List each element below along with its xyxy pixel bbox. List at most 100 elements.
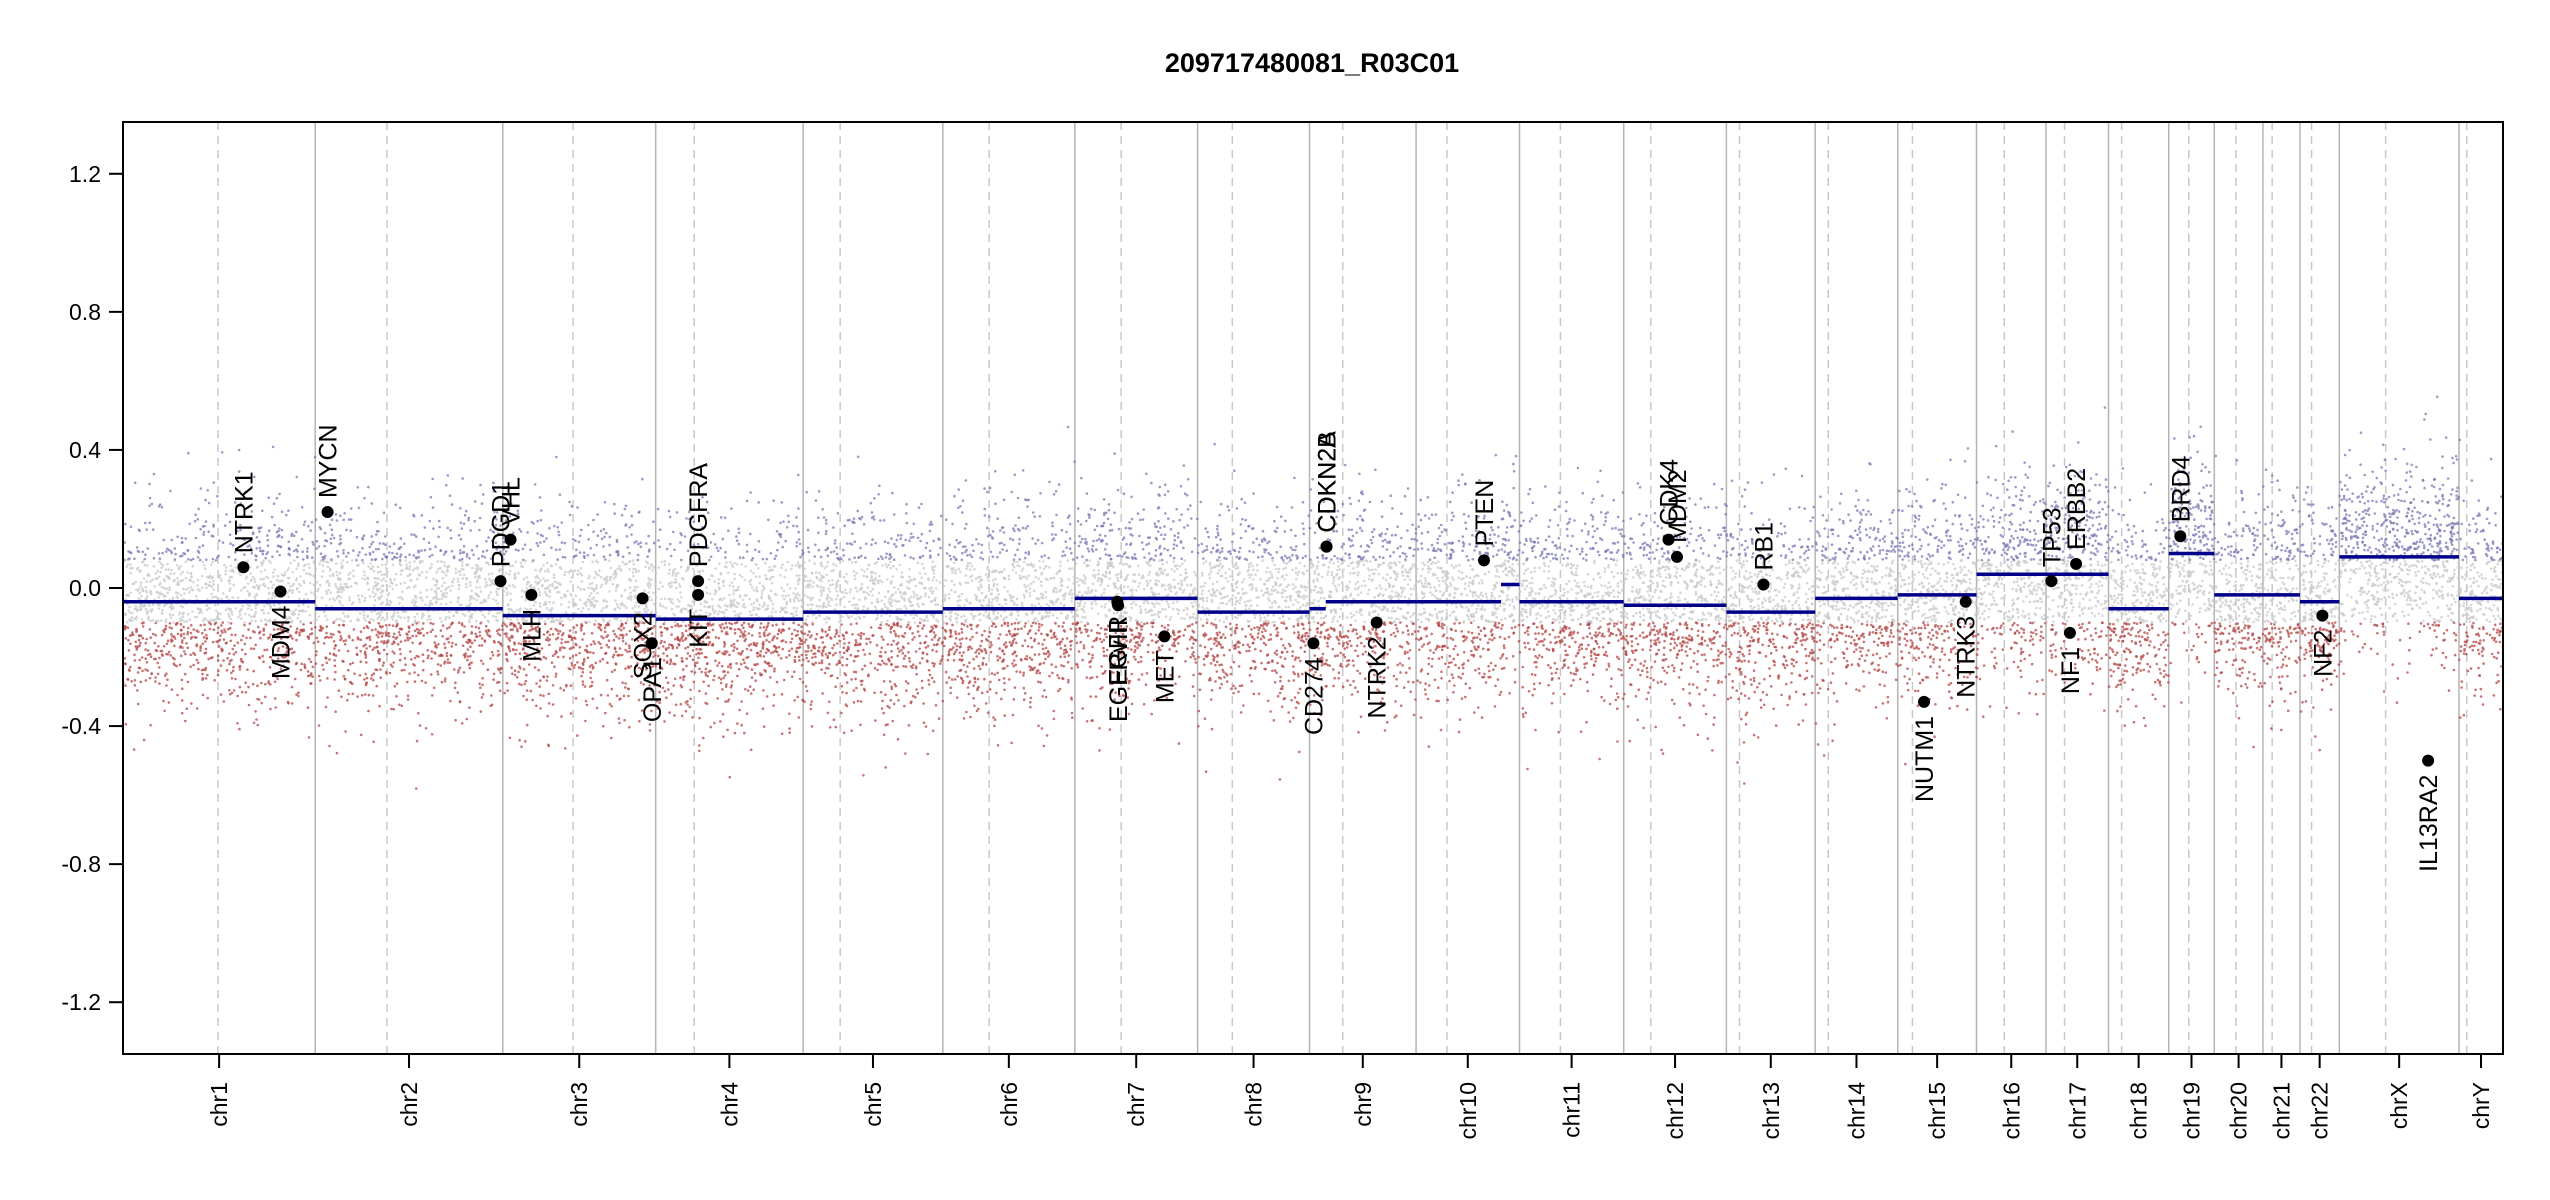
probe-point [538,594,541,597]
probe-point [379,668,382,671]
probe-point [160,612,164,615]
probe-point [148,628,152,631]
probe-point [135,588,138,591]
probe-point [202,564,206,567]
probe-point [558,630,562,633]
probe-point [193,615,197,619]
probe-point [924,646,928,649]
probe-point [476,575,480,578]
probe-point [162,645,166,648]
probe-point [397,615,400,618]
probe-point [630,514,633,518]
probe-point [777,653,780,657]
probe-point [154,577,158,580]
probe-point [327,584,331,587]
probe-point [347,573,350,576]
probe-point [721,688,724,691]
probe-point [793,628,796,632]
probe-point [658,528,662,531]
probe-point [356,617,360,620]
probe-point [439,629,443,632]
probe-point [842,731,846,735]
probe-point [897,650,901,653]
probe-point [136,689,139,692]
probe-point [729,666,733,669]
probe-point [929,520,933,524]
probe-point [909,604,913,608]
probe-point [444,588,447,592]
probe-point [338,599,341,603]
probe-point [630,523,634,527]
probe-point [637,605,641,608]
probe-point [714,610,717,613]
probe-point [474,632,478,636]
probe-point [465,585,468,589]
probe-point [811,622,815,626]
probe-point [542,577,545,580]
probe-point [647,576,650,580]
probe-point [668,711,671,714]
probe-point [931,560,935,563]
probe-point [224,572,227,576]
probe-point [130,680,133,683]
probe-point [436,567,440,571]
probe-point [605,600,609,603]
probe-point [355,653,359,657]
probe-point [352,574,356,578]
probe-point [129,566,132,570]
probe-point [191,557,195,561]
probe-point [824,532,828,536]
probe-point [892,639,895,643]
probe-point [464,614,467,617]
probe-point [450,584,454,588]
probe-point [473,500,477,503]
probe-point [273,633,277,637]
probe-point [406,698,410,701]
probe-point [563,556,567,559]
probe-point [756,589,759,593]
probe-point [335,519,339,522]
probe-point [400,669,404,672]
probe-point [185,707,189,710]
probe-point [343,615,347,618]
probe-point [767,594,771,598]
probe-point [825,565,829,568]
probe-point [381,557,384,561]
probe-point [670,625,674,629]
probe-point [635,601,638,605]
probe-point [367,709,370,713]
probe-point [910,532,913,536]
probe-point [680,610,683,614]
probe-point [397,596,401,599]
probe-point [141,636,145,640]
probe-point [431,506,435,509]
probe-point [915,688,918,691]
probe-point [145,528,148,531]
probe-point [414,594,418,598]
probe-point [236,641,240,644]
probe-point [363,652,367,655]
probe-point [750,559,753,562]
probe-point [246,607,250,610]
probe-point [435,646,439,649]
probe-point [182,632,186,636]
probe-point [862,648,865,652]
probe-point [928,587,931,590]
probe-point [758,635,762,638]
probe-point [511,672,514,675]
probe-point [322,642,326,645]
probe-point [886,541,890,545]
probe-point [212,628,216,631]
probe-point [203,617,206,620]
probe-point [396,611,400,614]
probe-point [136,671,140,674]
probe-point [788,712,791,716]
probe-point [733,628,737,631]
probe-point [582,551,586,554]
probe-point [568,500,571,504]
probe-point [163,628,167,631]
probe-point [346,699,349,702]
probe-point [815,616,818,620]
probe-point [795,607,799,610]
probe-point [803,640,807,644]
